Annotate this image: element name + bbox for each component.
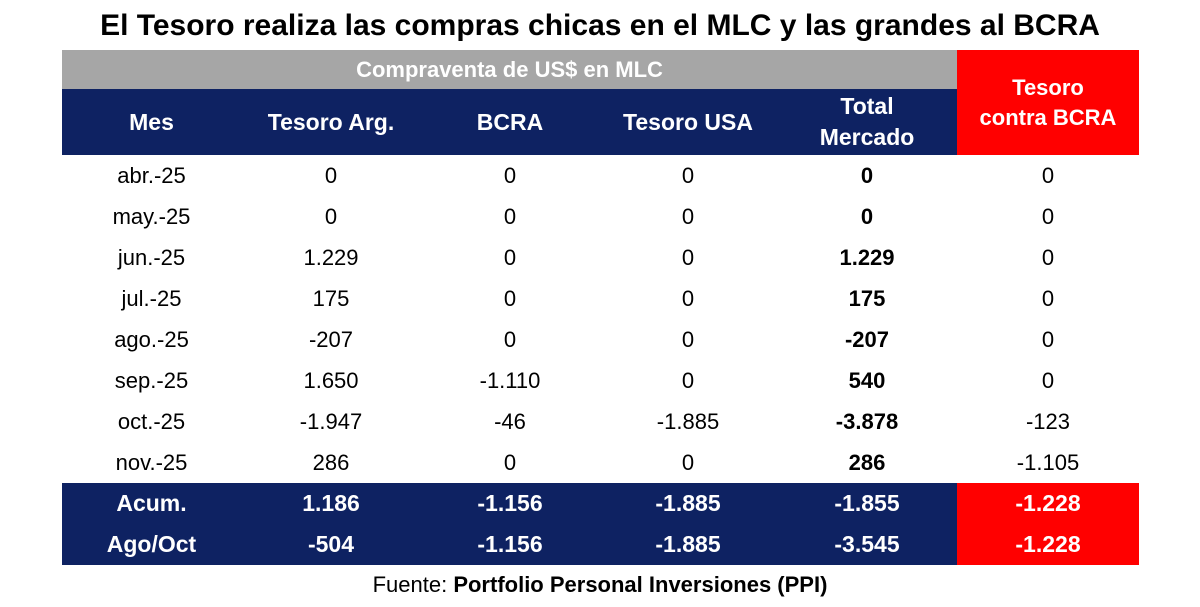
cell-bcra: 0 bbox=[503, 285, 517, 311]
summary-cell-tesoro-usa: -1.885 bbox=[599, 524, 777, 565]
chart-title: El Tesoro realiza las compras chicas en … bbox=[100, 9, 1100, 42]
summary-cell-mes: Acum. bbox=[62, 483, 241, 524]
cell-mes: oct.-25 bbox=[117, 408, 186, 434]
cell-bcra: 0 bbox=[503, 244, 517, 270]
summary-cell-tesoro-arg: 1.186 bbox=[241, 483, 421, 524]
summary-row: Ago/Oct -504 -1.156 -1.885 -3.545 -1.228 bbox=[62, 524, 1139, 565]
summary-cell-bcra: -1.156 bbox=[421, 483, 599, 524]
col-header-tesoro-arg: Tesoro Arg. bbox=[241, 89, 421, 155]
cell-tesoro-arg: 0 bbox=[324, 162, 338, 188]
cell-tesoro-usa: 0 bbox=[681, 326, 695, 352]
cell-bcra: 0 bbox=[503, 203, 517, 229]
group-header-row: Compraventa de US$ en MLC Tesoro contra … bbox=[62, 50, 1139, 155]
cell-total-mercado: 540 bbox=[848, 367, 886, 393]
cell-tesoro-arg: 0 bbox=[324, 203, 338, 229]
col-header-bcra: BCRA bbox=[421, 89, 599, 155]
summary-cell-tesoro-arg: -504 bbox=[241, 524, 421, 565]
table-row: jun.-25 1.229 0 0 1.229 0 bbox=[62, 237, 1139, 278]
table-row: jul.-25 175 0 0 175 0 bbox=[62, 278, 1139, 319]
col-header-mes: Mes bbox=[62, 89, 241, 155]
cell-total-mercado: 0 bbox=[860, 203, 874, 229]
summary-cell-tesoro-contra-bcra: -1.228 bbox=[957, 483, 1139, 524]
summary-cell-total-mercado: -3.545 bbox=[777, 524, 957, 565]
cell-total-mercado: -3.878 bbox=[835, 408, 899, 434]
col-header-tesoro-usa: Tesoro USA bbox=[599, 89, 777, 155]
cell-tesoro-usa: 0 bbox=[681, 285, 695, 311]
summary-row: Acum. 1.186 -1.156 -1.885 -1.855 -1.228 bbox=[62, 483, 1139, 524]
summary-cell-bcra: -1.156 bbox=[421, 524, 599, 565]
cell-tesoro-arg: 175 bbox=[312, 285, 350, 311]
cell-bcra: -1.110 bbox=[479, 367, 541, 393]
table-row: nov.-25 286 0 0 286 -1.105 bbox=[62, 442, 1139, 483]
cell-mes: abr.-25 bbox=[117, 162, 186, 188]
side-header-line2: contra BCRA bbox=[979, 104, 1117, 130]
cell-tesoro-contra-bcra: -123 bbox=[1025, 408, 1071, 434]
cell-mes: may.-25 bbox=[112, 203, 191, 229]
cell-total-mercado: 0 bbox=[860, 162, 874, 188]
cell-tesoro-usa: 0 bbox=[681, 244, 695, 270]
cell-tesoro-arg: 1.229 bbox=[303, 244, 359, 270]
summary-cell-mes: Ago/Oct bbox=[62, 524, 241, 565]
cell-total-mercado: -207 bbox=[844, 326, 890, 352]
cell-tesoro-usa: 0 bbox=[681, 203, 695, 229]
summary-cell-tesoro-usa: -1.885 bbox=[599, 483, 777, 524]
source-prefix: Fuente: bbox=[372, 572, 454, 597]
cell-tesoro-usa: 0 bbox=[681, 367, 695, 393]
cell-tesoro-arg: 1.650 bbox=[303, 367, 359, 393]
column-header-row: Mes Tesoro Arg. BCRA Tesoro USA Total Me… bbox=[62, 89, 1139, 155]
total-header-line1: Total bbox=[840, 93, 894, 119]
side-header: Tesoro contra BCRA bbox=[957, 50, 1139, 155]
total-header-line2: Mercado bbox=[819, 124, 915, 150]
table-row: abr.-25 0 0 0 0 0 bbox=[62, 155, 1139, 196]
cell-bcra: -46 bbox=[494, 408, 526, 434]
cell-tesoro-arg: -1.947 bbox=[299, 408, 363, 434]
cell-total-mercado: 286 bbox=[848, 449, 886, 475]
cell-mes: jul.-25 bbox=[121, 285, 182, 311]
table-row: oct.-25 -1.947 -46 -1.885 -3.878 -123 bbox=[62, 401, 1139, 442]
summary-cell-tesoro-contra-bcra: -1.228 bbox=[957, 524, 1139, 565]
cell-tesoro-contra-bcra: 0 bbox=[1041, 326, 1055, 352]
cell-tesoro-arg: 286 bbox=[312, 449, 350, 475]
cell-tesoro-usa: 0 bbox=[681, 162, 695, 188]
cell-tesoro-arg: -207 bbox=[308, 326, 354, 352]
cell-total-mercado: 1.229 bbox=[839, 244, 895, 270]
cell-tesoro-contra-bcra: 0 bbox=[1041, 162, 1055, 188]
cell-bcra: 0 bbox=[503, 162, 517, 188]
cell-tesoro-contra-bcra: 0 bbox=[1041, 244, 1055, 270]
cell-mes: sep.-25 bbox=[114, 367, 189, 393]
col-header-total-mercado: Total Mercado bbox=[777, 89, 957, 155]
table-row: ago.-25 -207 0 0 -207 0 bbox=[62, 319, 1139, 360]
table-row: sep.-25 1.650 -1.110 0 540 0 bbox=[62, 360, 1139, 401]
cell-bcra: 0 bbox=[503, 326, 517, 352]
cell-tesoro-contra-bcra: 0 bbox=[1041, 203, 1055, 229]
source-name: Portfolio Personal Inversiones (PPI) bbox=[453, 572, 828, 597]
side-header-line1: Tesoro bbox=[1012, 74, 1084, 100]
cell-tesoro-contra-bcra: 0 bbox=[1041, 285, 1055, 311]
cell-mes: nov.-25 bbox=[115, 449, 188, 475]
cell-mes: jun.-25 bbox=[117, 244, 186, 270]
cell-tesoro-contra-bcra: -1.105 bbox=[1016, 449, 1080, 475]
summary-cell-total-mercado: -1.855 bbox=[777, 483, 957, 524]
group-header: Compraventa de US$ en MLC bbox=[62, 50, 957, 89]
data-table: Compraventa de US$ en MLC Tesoro contra … bbox=[62, 50, 1139, 565]
cell-bcra: 0 bbox=[503, 449, 517, 475]
table-row: may.-25 0 0 0 0 0 bbox=[62, 196, 1139, 237]
source-note: Fuente: Portfolio Personal Inversiones (… bbox=[0, 570, 1200, 600]
cell-tesoro-contra-bcra: 0 bbox=[1041, 367, 1055, 393]
cell-tesoro-usa: -1.885 bbox=[656, 408, 720, 434]
cell-total-mercado: 175 bbox=[848, 285, 886, 311]
cell-tesoro-usa: 0 bbox=[681, 449, 695, 475]
cell-mes: ago.-25 bbox=[114, 326, 189, 352]
